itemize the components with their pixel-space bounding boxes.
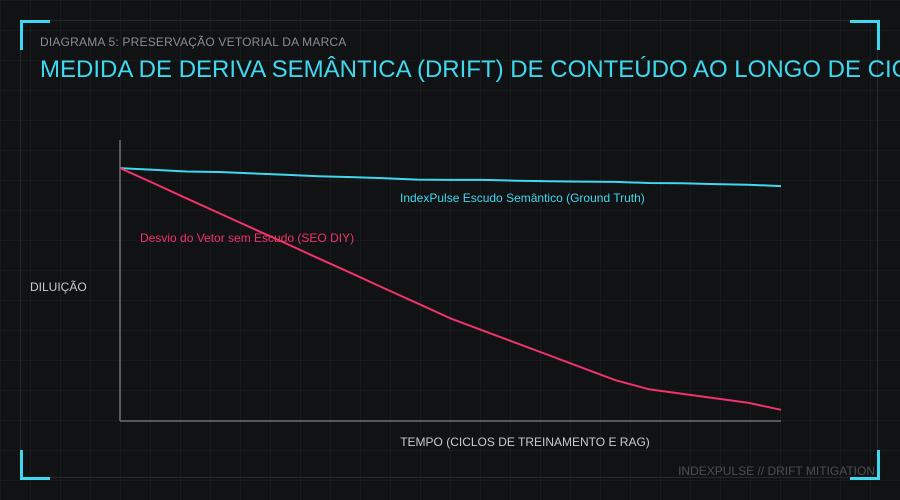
frame-corner-bottom-left xyxy=(20,450,50,480)
series-layer xyxy=(119,167,782,411)
y-axis-label: DILUIÇÃO xyxy=(30,280,87,294)
series-line-diy xyxy=(119,167,782,411)
series-label-diy: Desvio do Vetor sem Escudo (SEO DIY) xyxy=(140,231,354,245)
panel-frame xyxy=(20,20,878,478)
chart-title: MEDIDA DE DERIVA SEMÂNTICA (DRIFT) DE CO… xyxy=(40,56,900,83)
x-axis-label: TEMPO (CICLOS DE TREINAMENTO E RAG) xyxy=(400,435,650,449)
footer-brand: INDEXPULSE // DRIFT MITIGATION xyxy=(678,464,875,478)
frame-corner-top-right xyxy=(850,20,880,50)
diagram-subtitle: DIAGRAMA 5: PRESERVAÇÃO VETORIAL DA MARC… xyxy=(40,35,347,49)
frame-corner-top-left xyxy=(20,20,50,50)
series-label-shield: IndexPulse Escudo Semântico (Ground Trut… xyxy=(400,191,645,205)
frame-corner-bottom-right xyxy=(850,450,880,480)
series-line-shield xyxy=(119,167,782,188)
